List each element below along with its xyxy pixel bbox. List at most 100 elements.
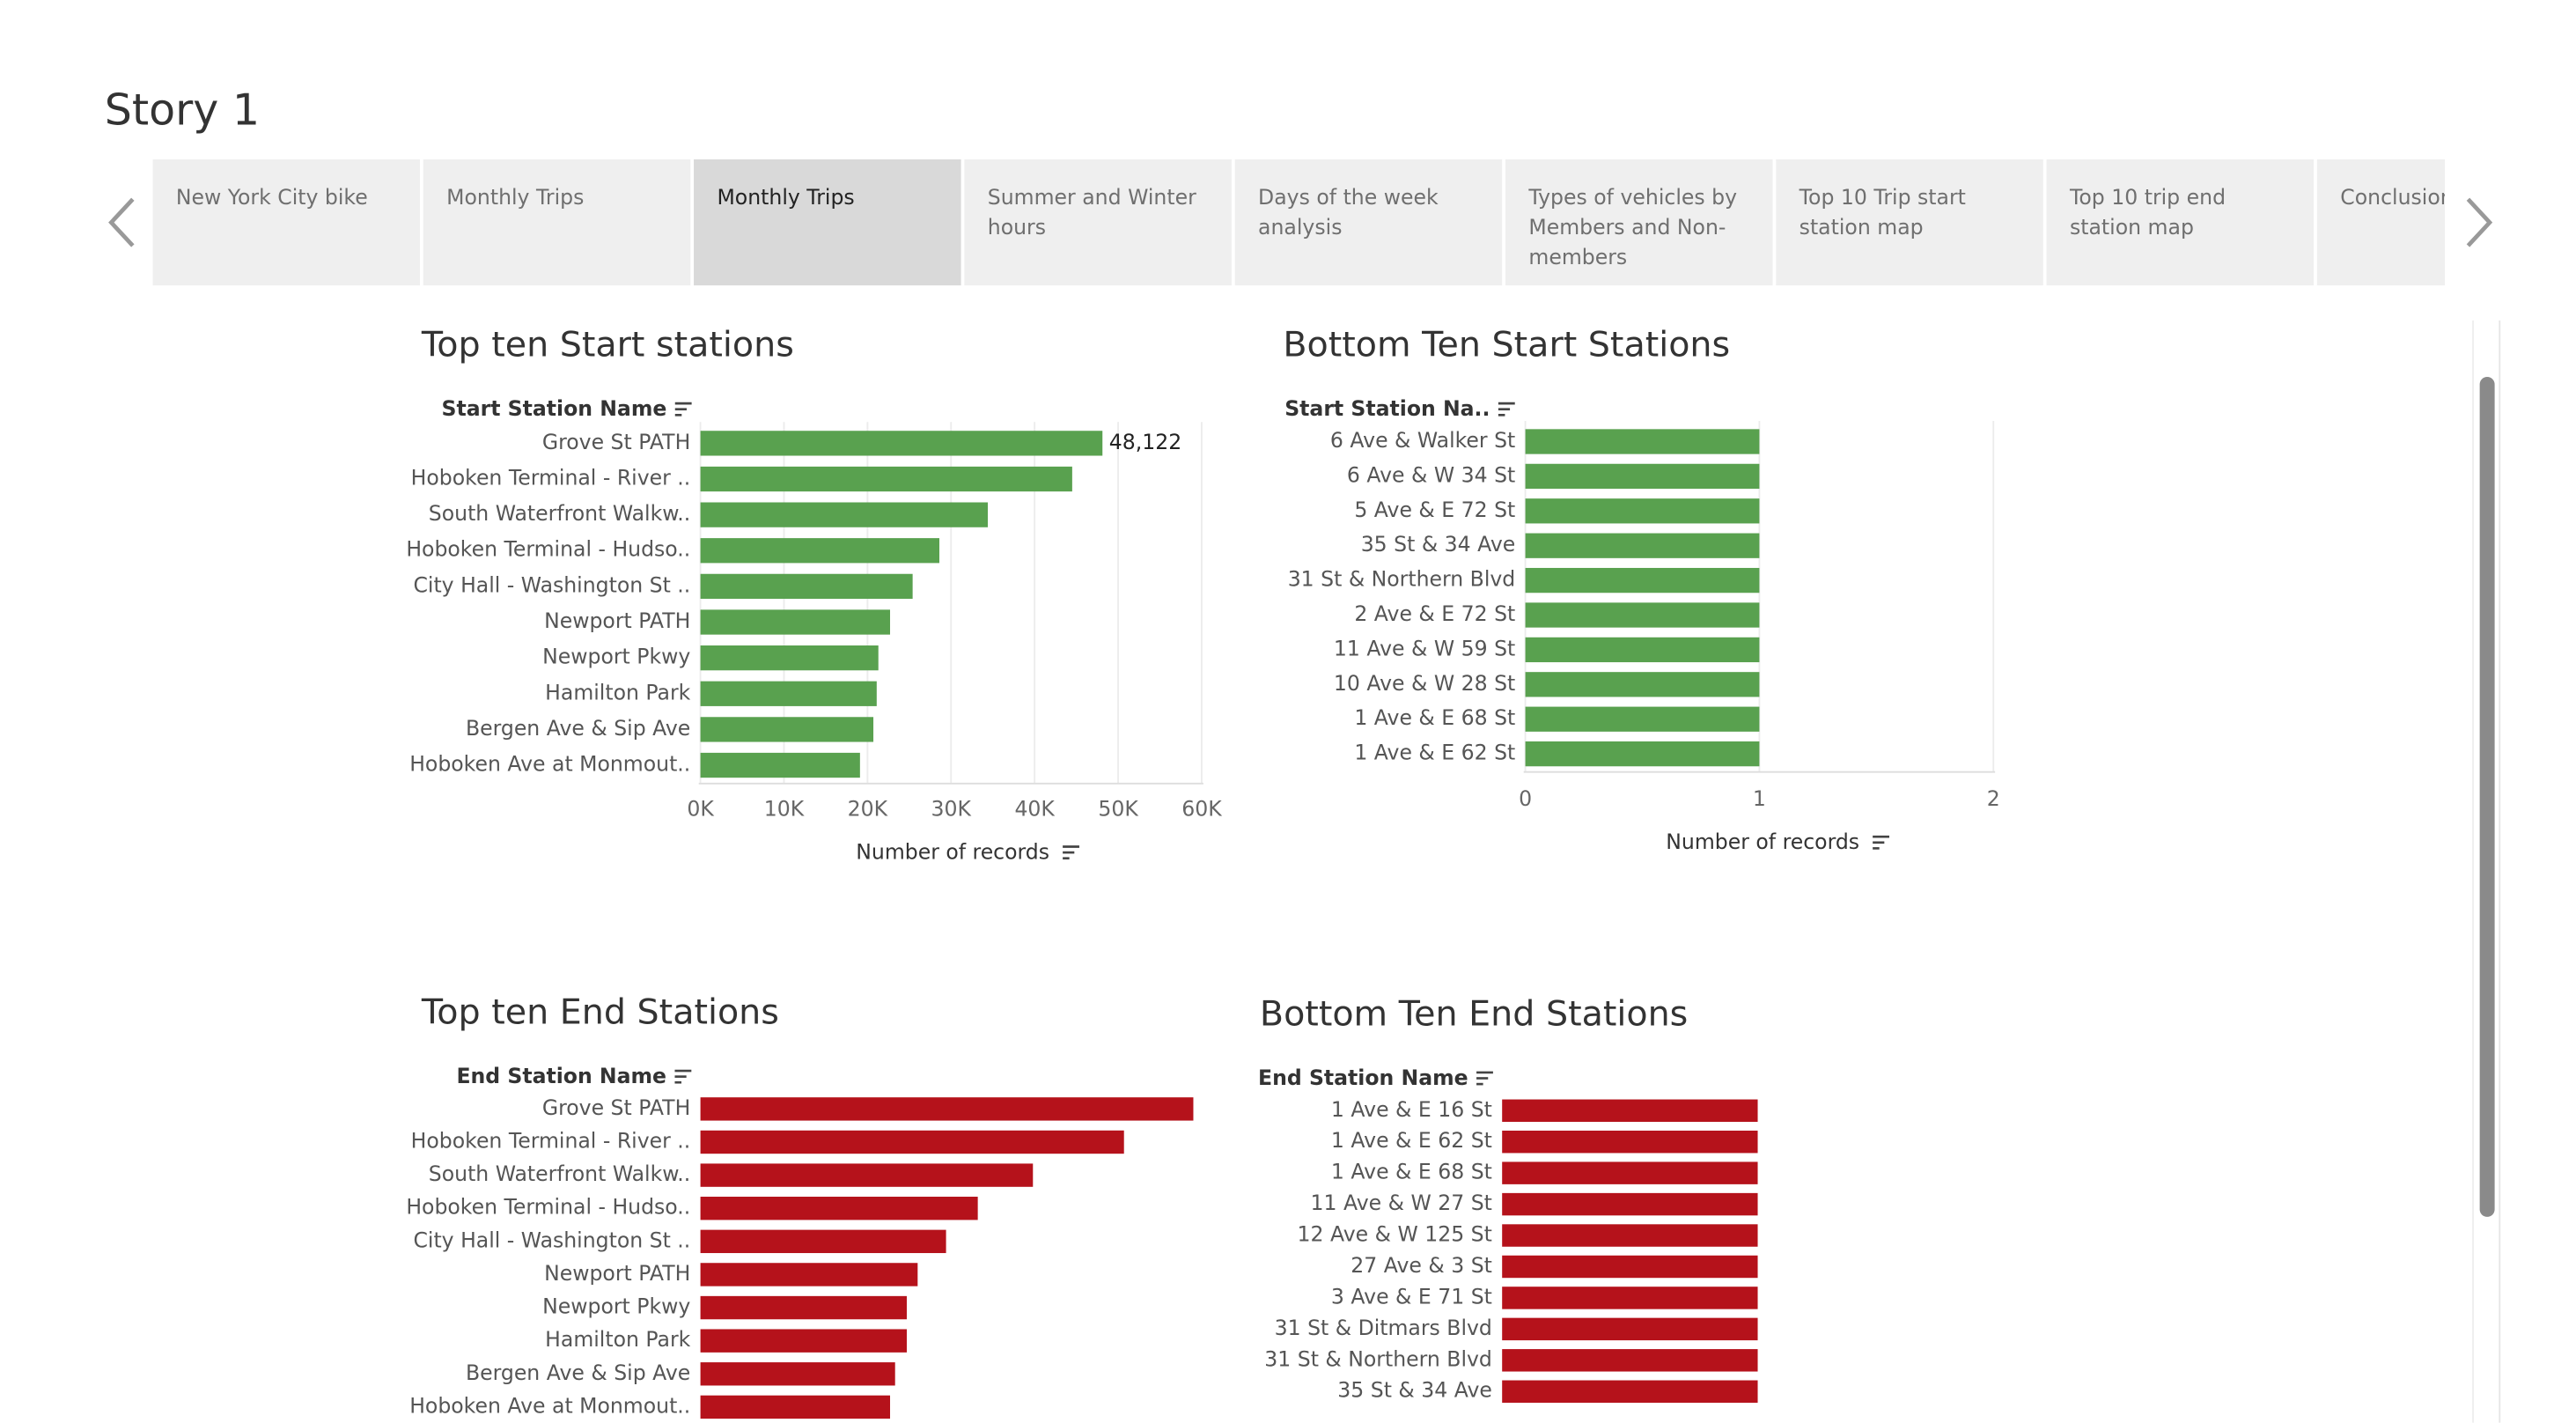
story-tab[interactable]: Top 10 trip end station map <box>2046 159 2315 286</box>
category-label: Hoboken Ave at Monmout.. <box>409 1393 690 1418</box>
bar <box>1525 741 1760 767</box>
category-label: Hamilton Park <box>545 680 690 704</box>
category-label: Bergen Ave & Sip Ave <box>466 1360 690 1385</box>
bar <box>700 1197 978 1220</box>
bar <box>700 1263 918 1287</box>
category-label: 11 Ave & W 27 St <box>1311 1191 1492 1215</box>
chart-title: Bottom Ten End Stations <box>1260 993 1688 1034</box>
category-header: Start Station Name <box>441 396 666 421</box>
x-tick-label: 30K <box>931 797 972 822</box>
bar <box>700 1229 946 1254</box>
category-label: Newport Pkwy <box>542 645 690 669</box>
category-label: 27 Ave & 3 St <box>1351 1253 1492 1278</box>
bar <box>700 502 989 527</box>
next-arrow[interactable] <box>2460 193 2499 253</box>
bar <box>700 538 939 564</box>
category-label: Hoboken Ave at Monmout.. <box>409 752 690 777</box>
bar <box>1525 533 1760 558</box>
category-label: Hoboken Terminal - River .. <box>411 1128 691 1153</box>
bar <box>700 645 879 671</box>
x-tick-label: 10K <box>764 797 805 822</box>
category-label: South Waterfront Walkw.. <box>429 1161 690 1186</box>
category-label: 1 Ave & E 62 St <box>1354 741 1515 765</box>
story-tab[interactable]: Conclusion <box>2316 159 2446 286</box>
category-label: City Hall - Washington St .. <box>413 572 690 597</box>
bar <box>700 573 913 600</box>
x-axis-title: Number of records <box>856 840 1049 865</box>
x-tick-label: 60K <box>1181 797 1222 822</box>
story-tab[interactable]: Days of the week analysis <box>1234 159 1503 286</box>
bar <box>700 1362 895 1386</box>
category-label: Newport Pkwy <box>542 1294 690 1319</box>
story-tab[interactable]: Types of vehicles by Members and Non-mem… <box>1505 159 1773 286</box>
bar <box>1502 1099 1758 1122</box>
bar <box>1525 463 1760 490</box>
tab-strip: New York City bike Monthly Trips Monthly T… <box>152 159 2446 286</box>
bar <box>1525 567 1760 594</box>
category-label: 10 Ave & W 28 St <box>1334 671 1515 696</box>
story-title: Story 1 <box>104 86 261 136</box>
x-tick-label: 50K <box>1098 797 1138 822</box>
chart-title: Bottom Ten Start Stations <box>1283 325 1730 365</box>
category-label: 35 St & 34 Ave <box>1361 532 1516 557</box>
category-header: Start Station Na.. <box>1284 396 1490 421</box>
story-tab[interactable]: Top 10 Trip start station map <box>1776 159 2043 286</box>
category-label: 6 Ave & W 34 St <box>1347 462 1515 487</box>
x-axis-title: Number of records <box>1666 829 1859 854</box>
category-label: Grove St PATH <box>542 430 690 454</box>
bar <box>1525 498 1760 524</box>
story-tab[interactable]: Monthly Trips <box>423 159 691 286</box>
x-tick-label: 40K <box>1014 797 1055 822</box>
story-tab[interactable]: New York City bike <box>152 159 420 286</box>
bar <box>1525 429 1760 454</box>
bar <box>700 431 1103 456</box>
bar <box>700 1329 907 1353</box>
bar <box>1525 706 1760 732</box>
x-tick-label: 20K <box>848 797 888 822</box>
bar <box>1502 1192 1758 1216</box>
category-label: 12 Ave & W 125 St <box>1298 1222 1492 1247</box>
bar <box>1502 1380 1758 1403</box>
bar <box>700 609 891 635</box>
category-label: 1 Ave & E 62 St <box>1331 1128 1492 1153</box>
bar <box>700 1163 1034 1187</box>
x-tick-label: 1 <box>1753 786 1766 811</box>
category-label: Newport PATH <box>544 608 690 633</box>
category-label: Hamilton Park <box>545 1327 690 1352</box>
prev-arrow[interactable] <box>103 193 143 253</box>
bar <box>700 1130 1124 1154</box>
category-label: 3 Ave & E 71 St <box>1331 1284 1492 1309</box>
story-tab[interactable]: Summer and Winter hours <box>964 159 1232 286</box>
story-tab[interactable]: Monthly Trips <box>694 159 961 286</box>
category-label: 6 Ave & Walker St <box>1330 428 1515 453</box>
bar <box>1502 1255 1758 1279</box>
category-label: 31 St & Northern Blvd <box>1264 1346 1492 1371</box>
bar <box>1525 672 1760 697</box>
scrollbar[interactable] <box>2479 376 2495 1217</box>
bar <box>700 717 874 742</box>
bar <box>700 752 860 778</box>
category-label: 31 St & Northern Blvd <box>1288 567 1516 592</box>
category-label: City Hall - Washington St .. <box>413 1228 690 1252</box>
category-label: 35 St & 34 Ave <box>1337 1378 1492 1403</box>
category-label: 2 Ave & E 72 St <box>1354 601 1515 626</box>
bar <box>700 1295 907 1320</box>
bar <box>700 1097 1194 1121</box>
value-label: 48,122 <box>1109 430 1181 454</box>
bar <box>1502 1317 1758 1341</box>
bar <box>1525 637 1760 663</box>
category-label: Bergen Ave & Sip Ave <box>466 716 690 741</box>
category-label: 1 Ave & E 68 St <box>1331 1160 1492 1184</box>
category-label: Hoboken Terminal - Hudso.. <box>406 1195 690 1220</box>
bar <box>700 1395 891 1419</box>
bar <box>1502 1349 1758 1372</box>
category-label: 1 Ave & E 68 St <box>1354 705 1515 730</box>
category-header: End Station Name <box>456 1064 666 1088</box>
bar <box>1502 1287 1758 1309</box>
category-label: Grove St PATH <box>542 1095 690 1120</box>
x-tick-label: 2 <box>1987 786 2000 811</box>
x-tick-label: 0 <box>1519 786 1532 811</box>
x-tick-label: 0K <box>687 797 714 822</box>
bar <box>700 466 1072 492</box>
